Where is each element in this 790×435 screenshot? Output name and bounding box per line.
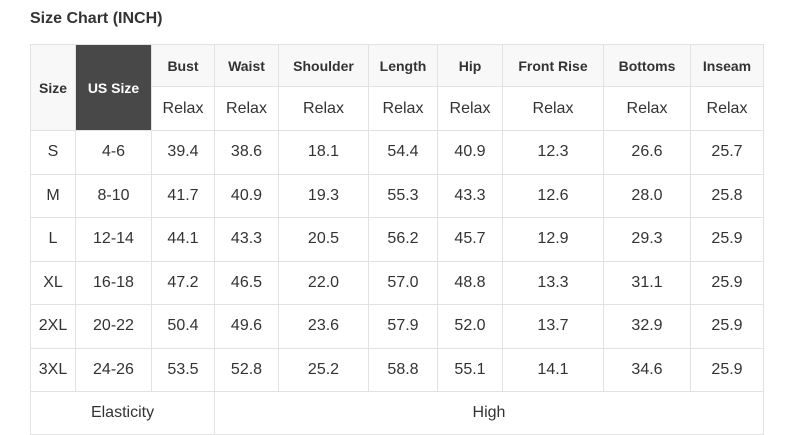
measure-cell: 58.8 <box>368 347 438 392</box>
size-cell: 2XL <box>30 304 76 349</box>
measure-cell: 46.5 <box>214 260 279 305</box>
measure-cell: 54.4 <box>368 130 438 175</box>
fit-cell: Relax <box>368 86 438 131</box>
header-us-size: US Size <box>75 44 152 131</box>
measure-cell: 28.0 <box>603 173 691 218</box>
measure-cell: 52.0 <box>437 304 503 349</box>
measure-cell: 44.1 <box>151 217 215 262</box>
us-size-cell: 12-14 <box>75 217 152 262</box>
measure-cell: 34.6 <box>603 347 691 392</box>
header-hip: Hip <box>437 44 503 87</box>
us-size-cell: 20-22 <box>75 304 152 349</box>
measure-cell: 43.3 <box>437 173 503 218</box>
fit-cell: Relax <box>278 86 369 131</box>
header-size: Size <box>30 44 76 131</box>
measure-cell: 20.5 <box>278 217 369 262</box>
measure-cell: 29.3 <box>603 217 691 262</box>
measure-cell: 12.3 <box>502 130 604 175</box>
measure-cell: 32.9 <box>603 304 691 349</box>
elasticity-value: High <box>214 391 764 435</box>
table-row: M 8-10 41.7 40.9 19.3 55.3 43.3 12.6 28.0 25.8 <box>30 173 764 218</box>
measure-cell: 25.9 <box>690 347 764 392</box>
measure-cell: 57.0 <box>368 260 438 305</box>
measure-cell: 12.6 <box>502 173 604 218</box>
measure-cell: 57.9 <box>368 304 438 349</box>
measure-cell: 13.7 <box>502 304 604 349</box>
measure-cell: 48.8 <box>437 260 503 305</box>
measure-cell: 43.3 <box>214 217 279 262</box>
measure-cell: 56.2 <box>368 217 438 262</box>
table-row: L 12-14 44.1 43.3 20.5 56.2 45.7 12.9 29.3 25.9 <box>30 217 764 262</box>
measure-cell: 25.9 <box>690 260 764 305</box>
measure-cell: 14.1 <box>502 347 604 392</box>
fit-cell: Relax <box>502 86 604 131</box>
header-waist: Waist <box>214 44 279 87</box>
header-bust: Bust <box>151 44 215 87</box>
header-inseam: Inseam <box>690 44 764 87</box>
measure-cell: 31.1 <box>603 260 691 305</box>
measure-cell: 25.9 <box>690 304 764 349</box>
header-shoulder: Shoulder <box>278 44 369 87</box>
measure-cell: 41.7 <box>151 173 215 218</box>
measure-cell: 23.6 <box>278 304 369 349</box>
measure-cell: 49.6 <box>214 304 279 349</box>
size-cell: M <box>30 173 76 218</box>
measure-cell: 12.9 <box>502 217 604 262</box>
fit-cell: Relax <box>214 86 279 131</box>
table-row: 2XL 20-22 50.4 49.6 23.6 57.9 52.0 13.7 32.9 25.9 <box>30 304 764 349</box>
measure-cell: 52.8 <box>214 347 279 392</box>
size-cell: 3XL <box>30 347 76 392</box>
us-size-cell: 8-10 <box>75 173 152 218</box>
measure-cell: 38.6 <box>214 130 279 175</box>
measure-cell: 55.1 <box>437 347 503 392</box>
measure-cell: 45.7 <box>437 217 503 262</box>
measure-cell: 13.3 <box>502 260 604 305</box>
fit-cell: Relax <box>151 86 215 131</box>
measure-cell: 22.0 <box>278 260 369 305</box>
table-row: 3XL 24-26 53.5 52.8 25.2 58.8 55.1 14.1 34.6 25.9 <box>30 347 764 392</box>
measure-cell: 25.2 <box>278 347 369 392</box>
fit-cell: Relax <box>437 86 503 131</box>
size-chart-table: Size US Size Bust Waist Shoulder Length … <box>30 44 764 435</box>
measure-cell: 50.4 <box>151 304 215 349</box>
us-size-cell: 16-18 <box>75 260 152 305</box>
measure-cell: 47.2 <box>151 260 215 305</box>
measure-cell: 40.9 <box>214 173 279 218</box>
page-title: Size Chart (INCH) <box>30 10 163 27</box>
measure-cell: 39.4 <box>151 130 215 175</box>
size-cell: XL <box>30 260 76 305</box>
size-cell: L <box>30 217 76 262</box>
measure-cell: 25.8 <box>690 173 764 218</box>
measure-cell: 19.3 <box>278 173 369 218</box>
header-front-rise: Front Rise <box>502 44 604 87</box>
measure-cell: 18.1 <box>278 130 369 175</box>
fit-cell: Relax <box>603 86 691 131</box>
measure-cell: 25.9 <box>690 217 764 262</box>
header-length: Length <box>368 44 438 87</box>
measure-cell: 26.6 <box>603 130 691 175</box>
header-bottoms: Bottoms <box>603 44 691 87</box>
fit-cell: Relax <box>690 86 764 131</box>
us-size-cell: 4-6 <box>75 130 152 175</box>
elasticity-label: Elasticity <box>30 391 215 435</box>
measure-cell: 25.7 <box>690 130 764 175</box>
table-row: S 4-6 39.4 38.6 18.1 54.4 40.9 12.3 26.6 25.7 <box>30 130 764 175</box>
table-row: XL 16-18 47.2 46.5 22.0 57.0 48.8 13.3 31.1 25.9 <box>30 260 764 305</box>
us-size-cell: 24-26 <box>75 347 152 392</box>
measure-cell: 53.5 <box>151 347 215 392</box>
size-cell: S <box>30 130 76 175</box>
measure-cell: 40.9 <box>437 130 503 175</box>
measure-cell: 55.3 <box>368 173 438 218</box>
